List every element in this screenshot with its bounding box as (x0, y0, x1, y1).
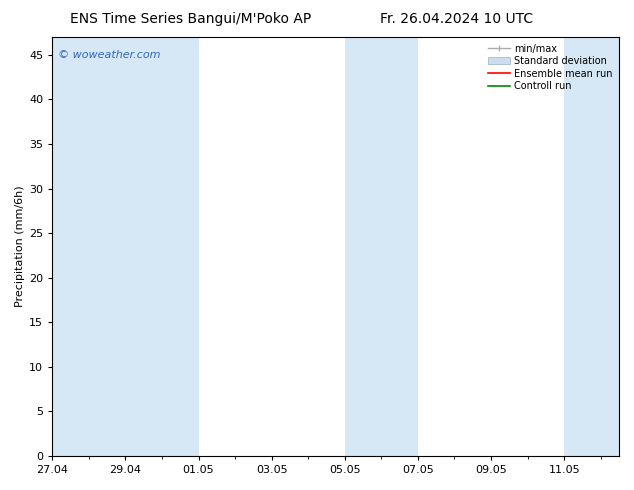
Text: © woweather.com: © woweather.com (58, 49, 160, 60)
Y-axis label: Precipitation (mm/6h): Precipitation (mm/6h) (15, 186, 25, 307)
Bar (53, 37, 126, 456)
Bar (345, 37, 418, 456)
Text: Fr. 26.04.2024 10 UTC: Fr. 26.04.2024 10 UTC (380, 12, 533, 26)
Bar (564, 37, 634, 456)
Text: ENS Time Series Bangui/M'Poko AP: ENS Time Series Bangui/M'Poko AP (70, 12, 311, 26)
Legend: min/max, Standard deviation, Ensemble mean run, Controll run: min/max, Standard deviation, Ensemble me… (486, 42, 614, 93)
Bar (126, 37, 198, 456)
